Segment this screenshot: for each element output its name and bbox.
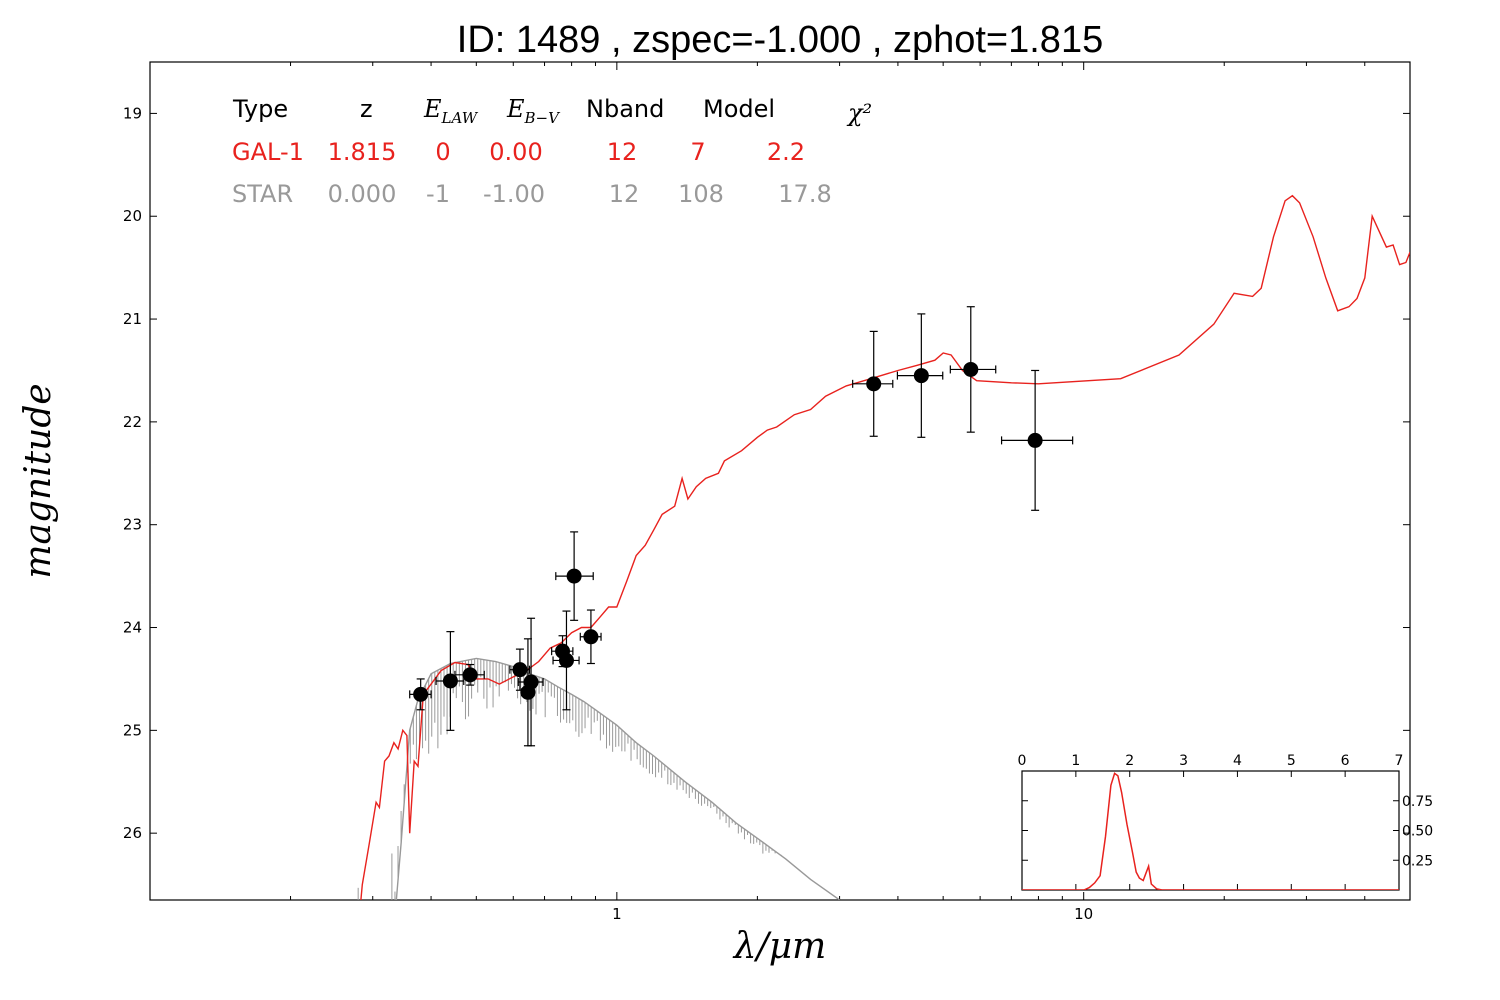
x-axis-ticks: 1 10 bbox=[149, 62, 1411, 923]
data-point-marker bbox=[442, 673, 458, 689]
data-point bbox=[517, 617, 544, 747]
inset-y-tick-label: 0.75 bbox=[1402, 794, 1433, 810]
data-point bbox=[520, 638, 536, 747]
inset-x-tick-label: 0 bbox=[1018, 753, 1027, 769]
y-tick-label: 24 bbox=[123, 619, 142, 637]
x-tick-label: 1 bbox=[612, 905, 622, 923]
figure-title: ID: 1489 , zspec=-1.000 , zphot=1.815 bbox=[457, 19, 1103, 61]
inset-x-tick-label: 5 bbox=[1287, 753, 1296, 769]
x-axis-label: λ/μm bbox=[732, 926, 826, 967]
data-point-marker bbox=[963, 361, 979, 377]
row-star-nband: 12 bbox=[609, 180, 640, 208]
row-gal-chi2: 2.2 bbox=[767, 138, 805, 166]
data-point bbox=[852, 330, 894, 437]
inset-y-ticks: 0.25 0.50 0.75 bbox=[1022, 794, 1433, 869]
row-star-model: 108 bbox=[678, 180, 724, 208]
y-tick-label: 23 bbox=[123, 516, 142, 534]
table-header-elaw: ELAW bbox=[423, 95, 479, 127]
data-point bbox=[949, 306, 997, 433]
fit-table: Type z ELAW EB−V Nband Model χ² GAL-1 1.… bbox=[232, 95, 872, 208]
inset-x-ticks: 0 1 2 3 4 5 6 7 bbox=[1018, 753, 1404, 890]
table-header-nband: Nband bbox=[586, 95, 664, 123]
table-row-gal: GAL-1 1.815 0 0.00 12 7 2.2 bbox=[232, 138, 805, 166]
data-point-marker bbox=[462, 667, 478, 683]
y-tick-label: 22 bbox=[123, 413, 142, 431]
data-point bbox=[552, 610, 580, 711]
row-gal-z: 1.815 bbox=[328, 138, 397, 166]
row-star-z: 0.000 bbox=[328, 180, 397, 208]
y-tick-label: 21 bbox=[123, 310, 142, 328]
table-header-z: z bbox=[360, 95, 373, 123]
table-header-type: Type bbox=[232, 95, 288, 123]
inset-x-tick-label: 6 bbox=[1341, 753, 1350, 769]
redshift-pdf-inset: 0 1 2 3 4 5 6 7 0.25 0.50 0.75 bbox=[1018, 753, 1433, 891]
data-point-marker bbox=[866, 376, 882, 392]
redshift-pdf-curve bbox=[1022, 772, 1399, 890]
data-point bbox=[579, 609, 602, 665]
data-point-marker bbox=[512, 662, 528, 678]
data-point bbox=[454, 663, 485, 686]
data-point bbox=[409, 678, 432, 711]
data-point bbox=[1000, 369, 1074, 511]
y-tick-label: 19 bbox=[123, 104, 142, 122]
inset-frame bbox=[1021, 770, 1400, 891]
data-point-marker bbox=[566, 568, 582, 584]
row-star-elaw: -1 bbox=[426, 180, 450, 208]
table-row-star: STAR 0.000 -1 -1.00 12 108 17.8 bbox=[232, 180, 832, 208]
y-tick-label: 26 bbox=[123, 824, 142, 842]
row-star-ebv: -1.00 bbox=[483, 180, 545, 208]
data-point bbox=[896, 313, 944, 438]
x-tick-label: 10 bbox=[1074, 905, 1093, 923]
data-point-marker bbox=[523, 674, 539, 690]
row-star-type: STAR bbox=[232, 180, 293, 208]
row-gal-elaw: 0 bbox=[435, 138, 450, 166]
row-gal-type: GAL-1 bbox=[232, 138, 304, 166]
row-gal-model: 7 bbox=[690, 138, 705, 166]
inset-y-tick-label: 0.25 bbox=[1402, 853, 1433, 869]
data-point-marker bbox=[558, 652, 574, 668]
data-point-marker bbox=[583, 629, 599, 645]
data-point-marker bbox=[913, 368, 929, 384]
table-header-ebv: EB−V bbox=[506, 95, 561, 127]
data-point bbox=[435, 631, 465, 731]
y-tick-label: 25 bbox=[123, 721, 142, 739]
data-point-marker bbox=[1027, 432, 1043, 448]
row-gal-ebv: 0.00 bbox=[489, 138, 542, 166]
y-tick-label: 20 bbox=[123, 207, 142, 225]
data-point bbox=[555, 531, 594, 621]
star-model-curve bbox=[395, 657, 841, 900]
data-point-marker bbox=[413, 686, 429, 702]
table-header-chi2: χ² bbox=[846, 99, 872, 127]
inset-x-tick-label: 2 bbox=[1125, 753, 1134, 769]
table-header-model: Model bbox=[703, 95, 775, 123]
inset-x-tick-label: 4 bbox=[1233, 753, 1242, 769]
main-axes-frame bbox=[149, 61, 1411, 901]
row-star-chi2: 17.8 bbox=[778, 180, 831, 208]
star-absorption-lines bbox=[357, 658, 782, 900]
inset-y-tick-label: 0.50 bbox=[1402, 824, 1433, 840]
inset-x-tick-label: 1 bbox=[1071, 753, 1080, 769]
data-point bbox=[509, 648, 531, 691]
inset-x-tick-label: 7 bbox=[1395, 753, 1404, 769]
photometry-points bbox=[409, 306, 1074, 747]
row-gal-nband: 12 bbox=[607, 138, 638, 166]
inset-x-tick-label: 3 bbox=[1179, 753, 1188, 769]
y-axis-label: magnitude bbox=[18, 383, 59, 578]
